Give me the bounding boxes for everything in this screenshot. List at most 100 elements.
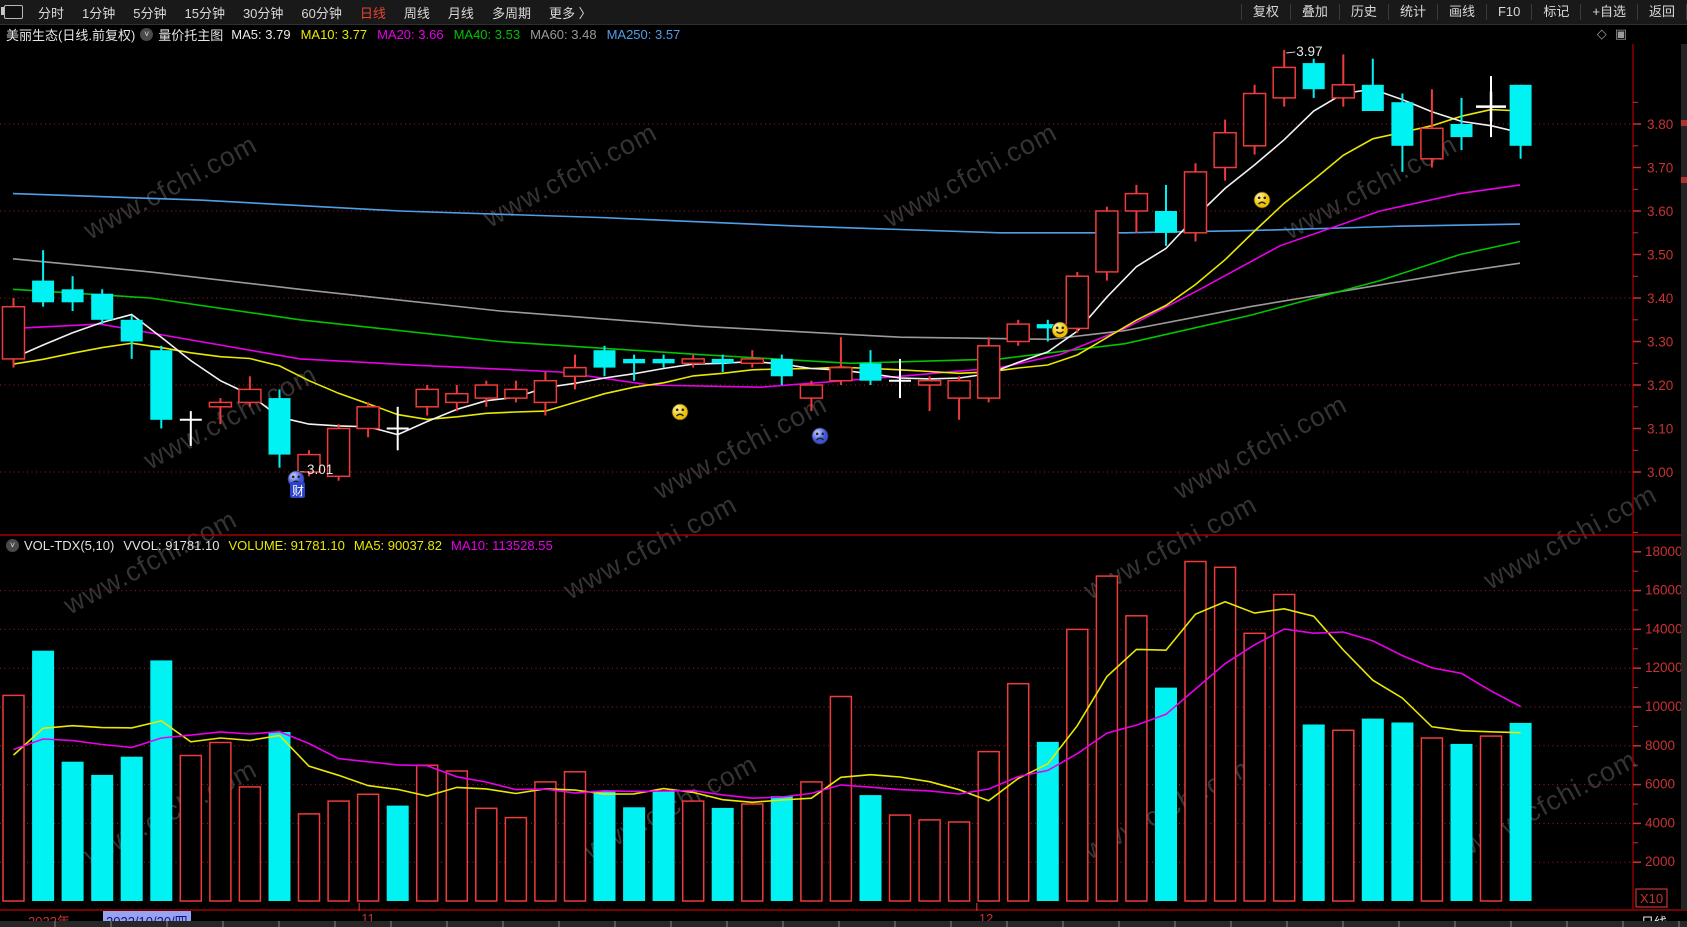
candle-body-down bbox=[1036, 324, 1059, 329]
volume-series bbox=[2, 560, 1532, 902]
price-axis-label: 3.30 bbox=[1647, 335, 1673, 350]
volume-bar bbox=[1125, 615, 1148, 902]
toolbar-button-F10[interactable]: F10 bbox=[1485, 4, 1531, 20]
toolbar-button-+自选[interactable]: +自选 bbox=[1580, 4, 1637, 20]
chevron-down-icon[interactable]: ˅ bbox=[140, 28, 154, 41]
toolbar-button-历史[interactable]: 历史 bbox=[1338, 4, 1388, 20]
volume-bar bbox=[623, 807, 646, 901]
ma-legend-item: MA5: 3.79 bbox=[231, 27, 291, 42]
toolbar-button-画线[interactable]: 画线 bbox=[1436, 4, 1486, 20]
candle-body-up bbox=[208, 401, 233, 408]
volume-axis-label: 18000 bbox=[1645, 544, 1683, 559]
volume-bar bbox=[770, 796, 793, 901]
period-tab-分时[interactable]: 分时 bbox=[38, 5, 65, 21]
price-axis-label: 3.40 bbox=[1647, 291, 1673, 306]
volume-bar bbox=[61, 761, 84, 901]
candle-body-up bbox=[799, 384, 824, 399]
stock-title: 美丽生态(日线.前复权) bbox=[6, 28, 136, 43]
candle-body-down bbox=[623, 358, 646, 364]
chevron-down-icon[interactable]: ˅ bbox=[6, 538, 19, 552]
period-tab-周线[interactable]: 周线 bbox=[403, 5, 430, 21]
price-axis-label: 3.80 bbox=[1647, 117, 1673, 132]
watermark: www.cfchi.com bbox=[1478, 479, 1662, 596]
period-tab-月线[interactable]: 月线 bbox=[447, 5, 474, 21]
volume-bar bbox=[268, 732, 291, 901]
low-annotation: ←3.01 bbox=[294, 462, 334, 477]
volume-bar bbox=[1155, 687, 1177, 901]
info-row: 美丽生态(日线.前复权) ˅ 量价托主图 MA5: 3.79 MA10: 3.77… bbox=[0, 25, 1687, 44]
period-tab-30分钟[interactable]: 30分钟 bbox=[242, 5, 284, 21]
volume-bar bbox=[1332, 729, 1355, 902]
volume-bar bbox=[888, 814, 912, 902]
volume-bar bbox=[859, 795, 882, 901]
candle-body-down bbox=[1509, 84, 1532, 146]
period-tab-5分钟[interactable]: 5分钟 bbox=[133, 5, 167, 21]
candle-body-up bbox=[1213, 131, 1237, 169]
candle-body-up bbox=[1, 305, 26, 360]
volume-bar bbox=[711, 807, 734, 901]
volume-bar bbox=[327, 800, 350, 902]
candle-body-up bbox=[1420, 127, 1444, 160]
app-window-icon[interactable] bbox=[1, 5, 23, 19]
period-tab-60分钟[interactable]: 60分钟 bbox=[301, 5, 342, 21]
toolbar-button-统计[interactable]: 统计 bbox=[1387, 4, 1437, 20]
volume-axis-label: 4000 bbox=[1645, 815, 1675, 830]
candle-series bbox=[1, 50, 1532, 481]
volume-bar bbox=[386, 805, 409, 901]
bottom-tick-strip[interactable] bbox=[0, 921, 1687, 927]
candle-body-down bbox=[1450, 124, 1473, 138]
candle-body-down bbox=[61, 289, 84, 303]
period-tab-更多 〉[interactable]: 更多 〉 bbox=[548, 5, 592, 21]
volume-axis-label: 12000 bbox=[1645, 660, 1683, 675]
period-tab-日线[interactable]: 日线 bbox=[359, 5, 386, 21]
right-scrollbar[interactable] bbox=[1681, 44, 1687, 910]
volume-bar bbox=[1272, 593, 1296, 902]
candle-body-up bbox=[1124, 192, 1149, 212]
chart-area[interactable]: www.cfchi.com www.cfchi.com www.cfchi.com w… bbox=[0, 44, 1687, 911]
volume-bar bbox=[977, 750, 1000, 902]
candle-body-up bbox=[415, 388, 439, 408]
volume-bar bbox=[593, 791, 616, 901]
watermark: www.cfchi.com bbox=[78, 129, 262, 246]
vol-ma5-line bbox=[12, 600, 1521, 804]
volume-bar bbox=[652, 791, 675, 901]
candle-body-down bbox=[32, 280, 55, 303]
volume-bar bbox=[1361, 718, 1384, 901]
toolbar-button-返回[interactable]: 返回 bbox=[1636, 4, 1687, 20]
corner-icons[interactable]: ◇▣ bbox=[1596, 26, 1635, 41]
volume-indicator-row: ˅ VOL-TDX(5,10) VVOL: 91781.10 VOLUME: 9… bbox=[6, 537, 562, 553]
volume-bar bbox=[2, 694, 25, 902]
period-tab-1分钟[interactable]: 1分钟 bbox=[82, 5, 116, 21]
volume-multiplier: X10 bbox=[1640, 891, 1663, 906]
candle-body-down bbox=[652, 358, 675, 364]
volume-bar bbox=[32, 650, 55, 901]
candle-body-down bbox=[268, 398, 291, 455]
candle-body-up bbox=[976, 345, 1001, 399]
volume-bar bbox=[1095, 575, 1119, 902]
volume-bar bbox=[209, 741, 232, 902]
candle-body-down bbox=[1302, 63, 1325, 90]
candle-body-up bbox=[445, 392, 469, 404]
smile-yellow-emoji bbox=[1051, 321, 1069, 339]
candle-body-up bbox=[474, 384, 499, 399]
volume-bar bbox=[150, 660, 173, 901]
vol-ma10-value: MA10: 113528.55 bbox=[451, 537, 553, 553]
period-tab-15分钟[interactable]: 15分钟 bbox=[184, 5, 225, 21]
ma40-line bbox=[12, 240, 1521, 365]
toolbar-button-复权[interactable]: 复权 bbox=[1240, 4, 1290, 20]
candle-body-down bbox=[859, 363, 882, 381]
ma5-line bbox=[13, 88, 1521, 436]
vol-ma5-value: MA5: 90037.82 bbox=[353, 537, 442, 553]
price-axis-label: 3.00 bbox=[1647, 465, 1673, 480]
volume-multiplier-box bbox=[1635, 888, 1668, 908]
ma60-line bbox=[12, 258, 1521, 341]
volume-axis-label: 14000 bbox=[1645, 621, 1683, 636]
period-tab-多周期[interactable]: 多周期 bbox=[491, 5, 531, 21]
candle-body-down bbox=[1391, 102, 1414, 146]
toolbar-button-叠加[interactable]: 叠加 bbox=[1289, 4, 1339, 20]
candle-body-down bbox=[91, 293, 114, 320]
candle-body-up bbox=[356, 406, 380, 430]
price-axis-label: 3.60 bbox=[1647, 204, 1673, 219]
toolbar-button-标记[interactable]: 标记 bbox=[1531, 4, 1580, 20]
